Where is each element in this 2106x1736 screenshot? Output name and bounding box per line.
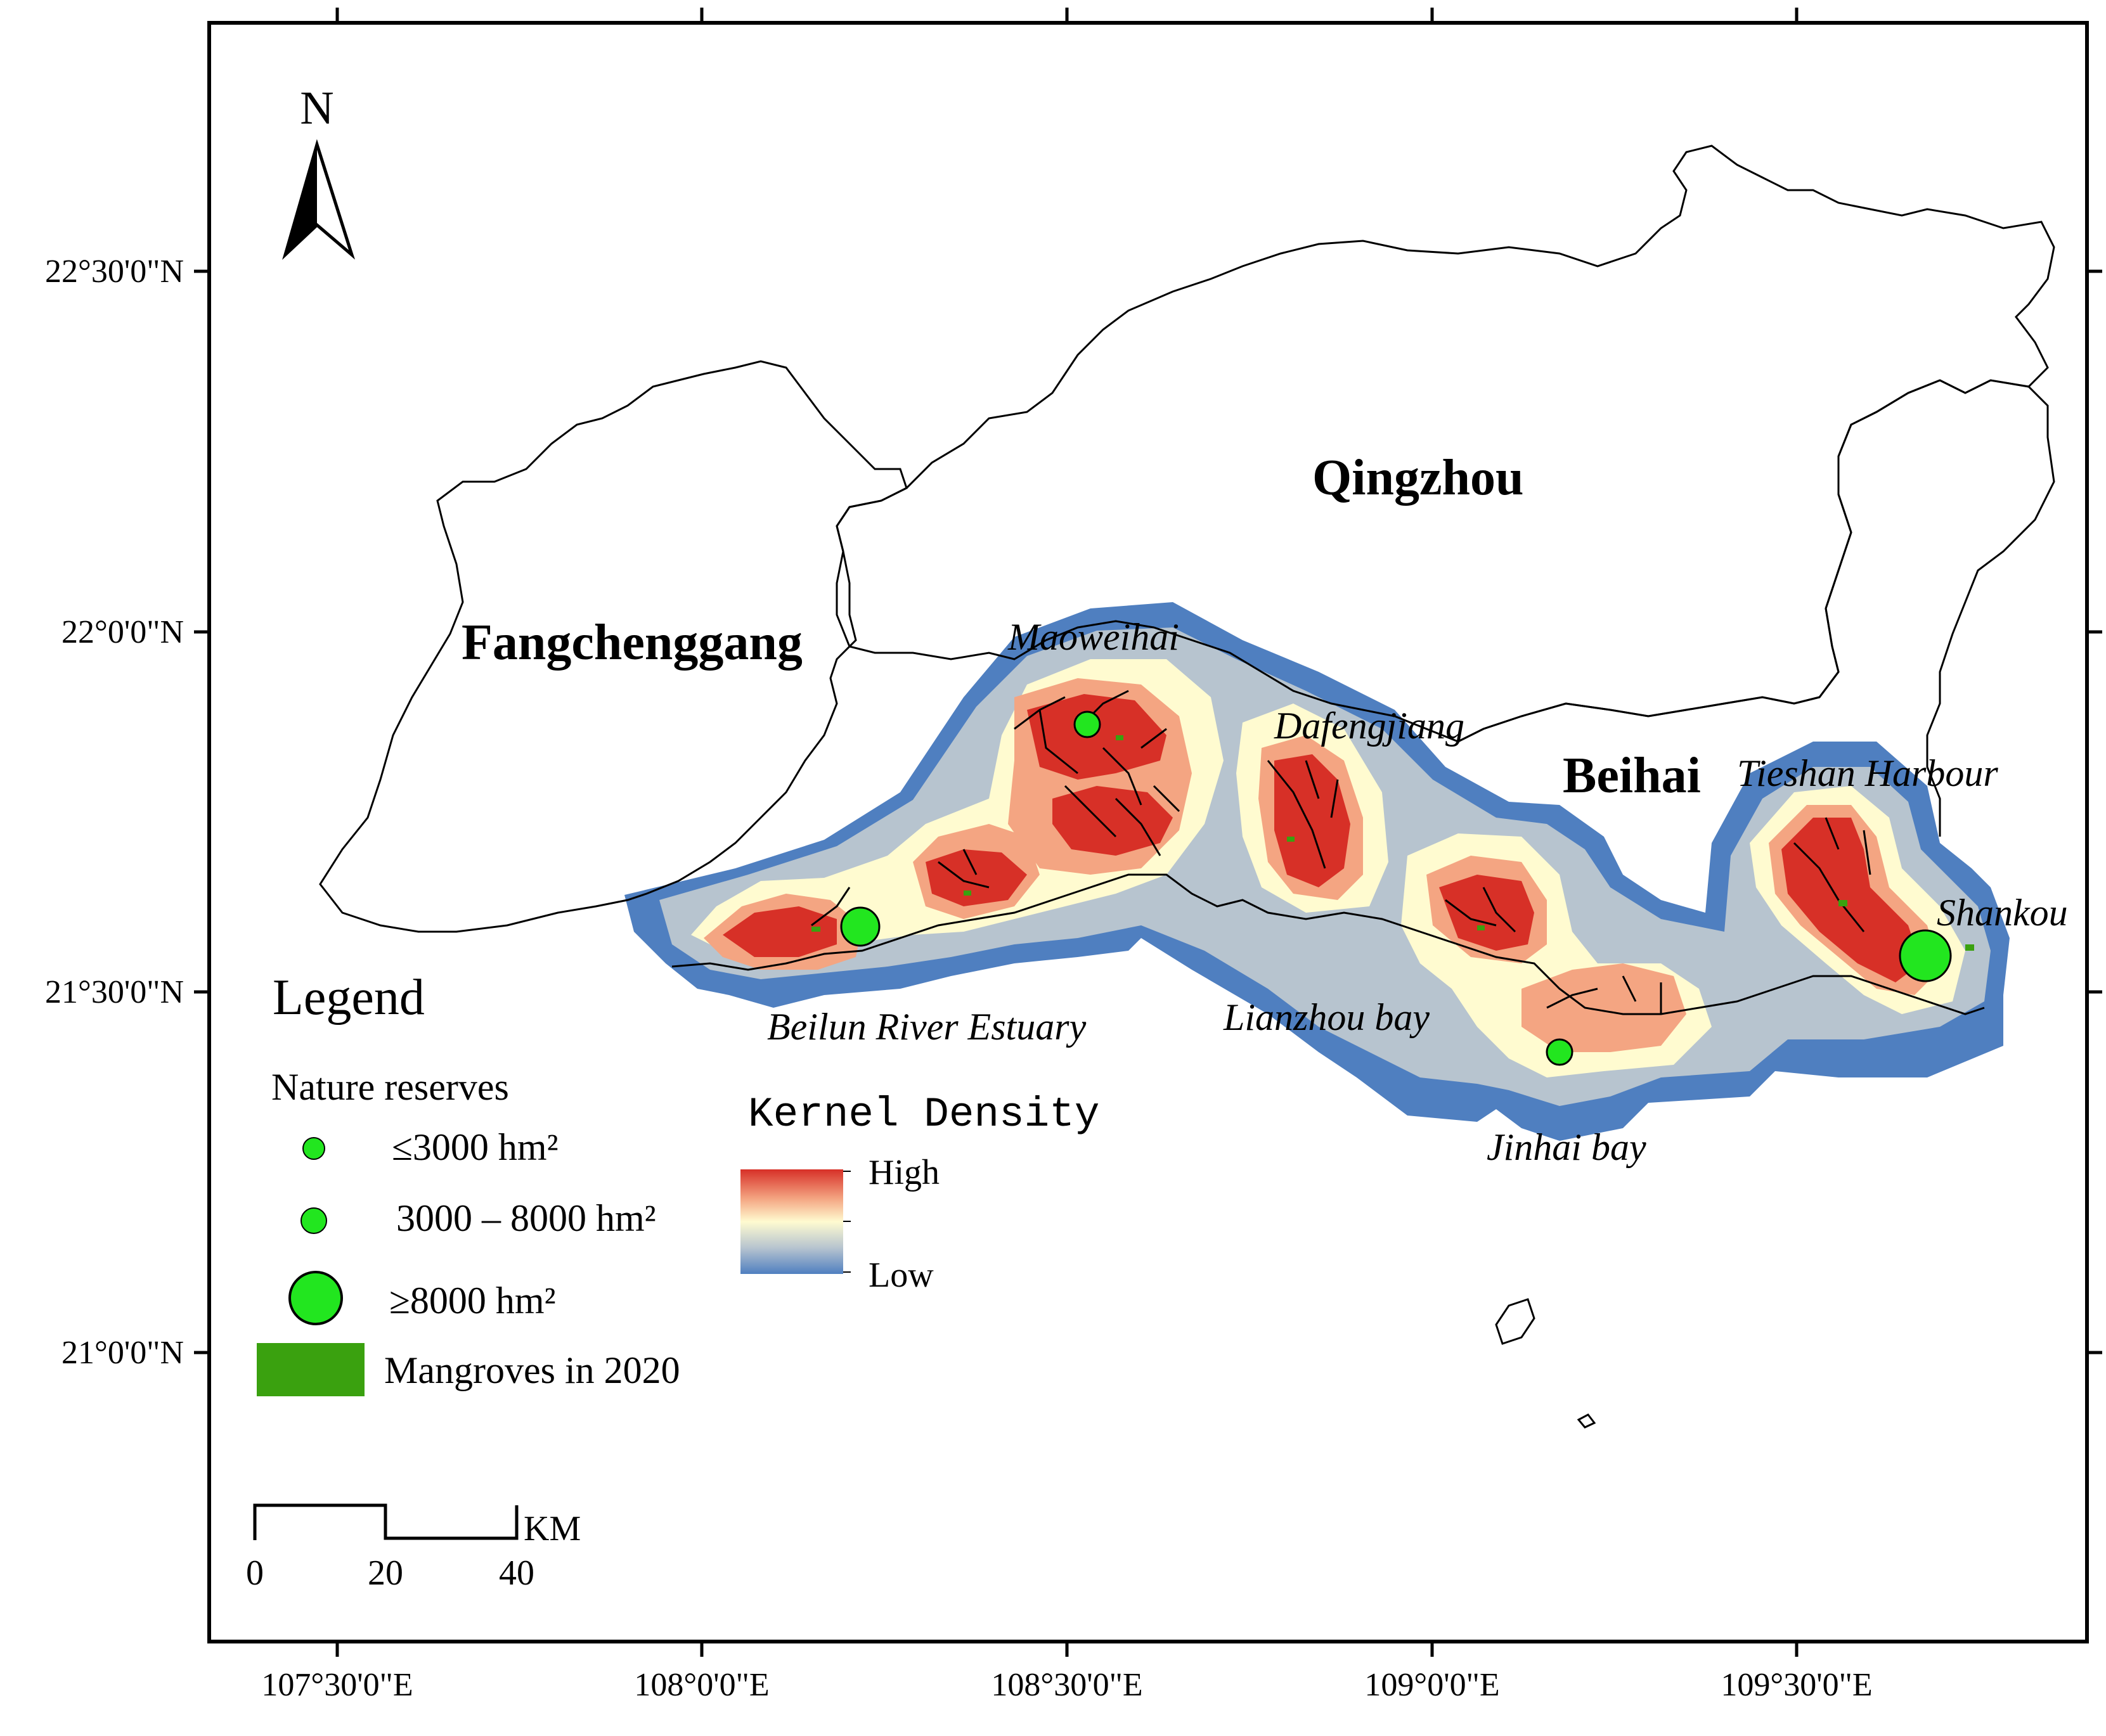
- kernel-legend-high: High: [869, 1153, 940, 1192]
- coastline: [671, 873, 1985, 1015]
- nature-reserves: [840, 710, 1952, 1066]
- scale-bar: [253, 1503, 519, 1540]
- place-shankou: Shankou: [1937, 892, 2068, 934]
- legend-medium-label: 3000 – 8000 hm²: [396, 1197, 656, 1239]
- legend-title: Legend: [273, 970, 425, 1026]
- legend-mangrove-label: Mangroves in 2020: [384, 1349, 680, 1391]
- scale-label-20: 20: [368, 1553, 403, 1593]
- lat-label-4: 21°0'0"N: [61, 1335, 184, 1371]
- lon-label-3: 108°30'0"E: [991, 1667, 1142, 1703]
- place-beilun: Beilun River Estuary: [767, 1006, 1087, 1048]
- lat-label-2: 22°0'0"N: [61, 614, 184, 650]
- place-jinhai: Jinhai bay: [1487, 1126, 1646, 1168]
- scale-label-40: 40: [499, 1553, 534, 1593]
- weizhou-island: [1495, 1298, 1535, 1345]
- lon-label-1: 107°30'0"E: [261, 1667, 413, 1703]
- legend-large-label: ≥8000 hm²: [389, 1280, 556, 1321]
- city-beihai: Beihai: [1563, 748, 1701, 804]
- legend-small-label: ≤3000 hm²: [392, 1126, 559, 1168]
- legend-mangrove-symbol: [257, 1343, 365, 1396]
- lon-label-5: 109°30'0"E: [1721, 1667, 1872, 1703]
- lon-label-4: 109°0'0"E: [1364, 1667, 1499, 1703]
- reserve-maoweihai: [1073, 710, 1101, 738]
- scale-unit: KM: [524, 1509, 581, 1548]
- kernel-legend-ramp: [740, 1169, 843, 1274]
- north-arrow-label: N: [300, 82, 333, 134]
- fangchenggang-boundary: [319, 360, 908, 933]
- legend-large-symbol: [288, 1271, 343, 1325]
- admin-boundaries: [319, 145, 2055, 1429]
- scale-label-0: 0: [246, 1553, 264, 1593]
- place-maoweihai: Maoweihai: [1007, 616, 1179, 658]
- lon-ticks: [335, 8, 1799, 1657]
- kernel-legend: Kernel Density High Low: [740, 1091, 1100, 1295]
- kernel-legend-low: Low: [869, 1256, 934, 1295]
- reserve-jinhai: [1546, 1038, 1573, 1066]
- lon-label-2: 108°0'0"E: [634, 1667, 769, 1703]
- place-dafengjiang: Dafengjiang: [1274, 705, 1464, 747]
- legend-small-symbol: [302, 1137, 325, 1160]
- lat-label-1: 22°30'0"N: [45, 254, 184, 290]
- rivers: [811, 690, 1871, 1014]
- legend: Legend Nature reserves ≤3000 hm² 3000 – …: [257, 970, 680, 1396]
- mangrove-patches: [811, 735, 1974, 951]
- lat-ticks: [194, 269, 2102, 1354]
- city-qingzhou: Qingzhou: [1312, 450, 1523, 506]
- reserve-beilun: [840, 906, 881, 947]
- north-arrow: N: [282, 82, 356, 260]
- beihai-boundary: [1457, 379, 2055, 837]
- city-fangchenggang: Fangchenggang: [462, 615, 803, 671]
- place-lianzhou: Lianzhou bay: [1223, 996, 1430, 1038]
- place-tieshan: Tieshan Harbour: [1737, 752, 1998, 794]
- kernel-legend-title: Kernel Density: [748, 1091, 1100, 1138]
- legend-reserves-title: Nature reserves: [271, 1066, 509, 1108]
- xieyang-island: [1577, 1413, 1596, 1429]
- legend-medium-symbol: [300, 1207, 327, 1234]
- reserve-shankou: [1899, 929, 1952, 982]
- qingzhou-boundary: [836, 145, 2055, 743]
- lat-label-3: 21°30'0"N: [45, 974, 184, 1010]
